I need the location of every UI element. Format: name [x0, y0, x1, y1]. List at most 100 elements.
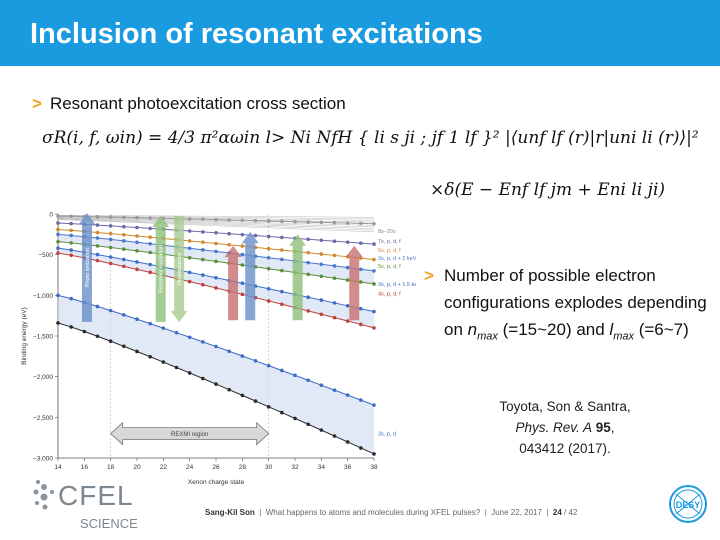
series-point — [135, 240, 139, 245]
series-point — [372, 257, 376, 262]
x-tick-label: 34 — [318, 464, 326, 471]
series-point — [293, 219, 297, 224]
series-point — [253, 399, 258, 403]
series-label: 3s, p, d + 1.5 keV — [378, 282, 416, 288]
series-point — [214, 217, 218, 222]
series-point — [135, 260, 139, 264]
series-point — [372, 309, 376, 314]
series-point — [108, 308, 113, 313]
series-point — [319, 383, 324, 387]
y-axis-label: Binding energy (eV) — [21, 307, 28, 364]
transition-arrow — [289, 234, 307, 321]
series-point — [82, 329, 87, 334]
series-point — [227, 387, 231, 392]
series-point — [187, 255, 192, 260]
bullet-configurations: > Number of possible electron configurat… — [424, 262, 714, 350]
x-tick-label: 36 — [344, 464, 352, 471]
series-point — [95, 215, 100, 219]
series-point — [214, 231, 218, 235]
series-point — [240, 263, 245, 267]
series-point — [95, 244, 100, 248]
slide-header: Inclusion of resonant excitations — [0, 0, 720, 66]
series-point — [319, 274, 324, 279]
x-tick-label: 30 — [265, 464, 273, 471]
footer-page: 24 — [552, 508, 562, 517]
series-point — [280, 368, 284, 373]
series-point — [332, 315, 337, 320]
x-tick-label: 26 — [212, 464, 220, 471]
series-point — [56, 251, 60, 255]
series-point — [56, 293, 60, 298]
series-point — [306, 272, 310, 277]
series-point — [332, 220, 337, 225]
series-point — [122, 344, 126, 349]
x-tick-label: 16 — [81, 464, 89, 471]
series-point — [187, 270, 192, 275]
series-label: 3s, p, d + 2 keV — [378, 256, 416, 262]
series-point — [56, 239, 60, 244]
series-point — [332, 301, 337, 305]
series-point — [227, 349, 231, 354]
series-point — [187, 371, 192, 375]
bullet-text: Resonant photoexcitation cross section — [49, 94, 346, 113]
series-point — [56, 232, 60, 237]
series-point — [122, 215, 126, 220]
x-tick-label: 28 — [239, 464, 247, 471]
series-point — [187, 335, 192, 340]
series-label: 3s, p, d — [378, 432, 396, 438]
y-tick-label: −1,000 — [33, 293, 53, 300]
series-point — [266, 266, 271, 271]
y-tick-label: 0 — [49, 212, 53, 219]
series-point — [201, 240, 205, 245]
series-point — [372, 282, 376, 286]
series-point — [319, 262, 324, 267]
shell-line — [57, 219, 375, 233]
series-point — [69, 253, 73, 258]
series-point — [108, 231, 113, 236]
series-point — [266, 363, 271, 368]
x-tick-label: 32 — [291, 464, 299, 471]
series-point — [148, 354, 152, 359]
series-point — [372, 269, 376, 273]
series-point — [280, 410, 284, 415]
series-point — [359, 306, 363, 311]
series-point — [69, 248, 73, 252]
series-point — [201, 257, 205, 262]
bullet-mark: > — [424, 266, 434, 285]
footer: Sang-Kil Son | What happens to atoms and… — [205, 508, 578, 517]
series-point — [214, 249, 218, 254]
series-point — [69, 228, 73, 233]
transition-arrow — [241, 231, 259, 321]
reference-citation: Toyota, Son & Santra, Phys. Rev. A 95, 0… — [470, 396, 660, 459]
series-point — [174, 365, 179, 370]
energy-band — [58, 295, 374, 454]
series-point — [187, 246, 192, 251]
series-point — [280, 302, 284, 307]
series-point — [240, 218, 245, 223]
series-point — [345, 319, 350, 323]
cfel-subtitle: SCIENCE — [80, 516, 138, 531]
x-tick-label: 22 — [160, 464, 168, 471]
series-point — [201, 230, 205, 234]
series-point — [345, 265, 350, 270]
series-point — [95, 334, 100, 339]
series-point — [306, 295, 310, 300]
series-point — [148, 270, 152, 275]
series-point — [161, 326, 166, 330]
x-axis-label: Xenon charge state — [188, 479, 245, 486]
series-point — [280, 268, 284, 273]
series-point — [201, 248, 205, 252]
series-point — [280, 248, 284, 252]
series-point — [266, 219, 271, 223]
series-point — [201, 217, 205, 222]
series-point — [122, 264, 126, 269]
arrow-label: Fluorescence — [177, 252, 183, 285]
transition-arrow — [345, 245, 363, 321]
series-point — [135, 349, 139, 354]
series-point — [345, 440, 350, 444]
series-point — [56, 321, 60, 325]
series-point — [332, 253, 337, 258]
series-point — [372, 452, 376, 456]
series-point — [95, 223, 100, 227]
